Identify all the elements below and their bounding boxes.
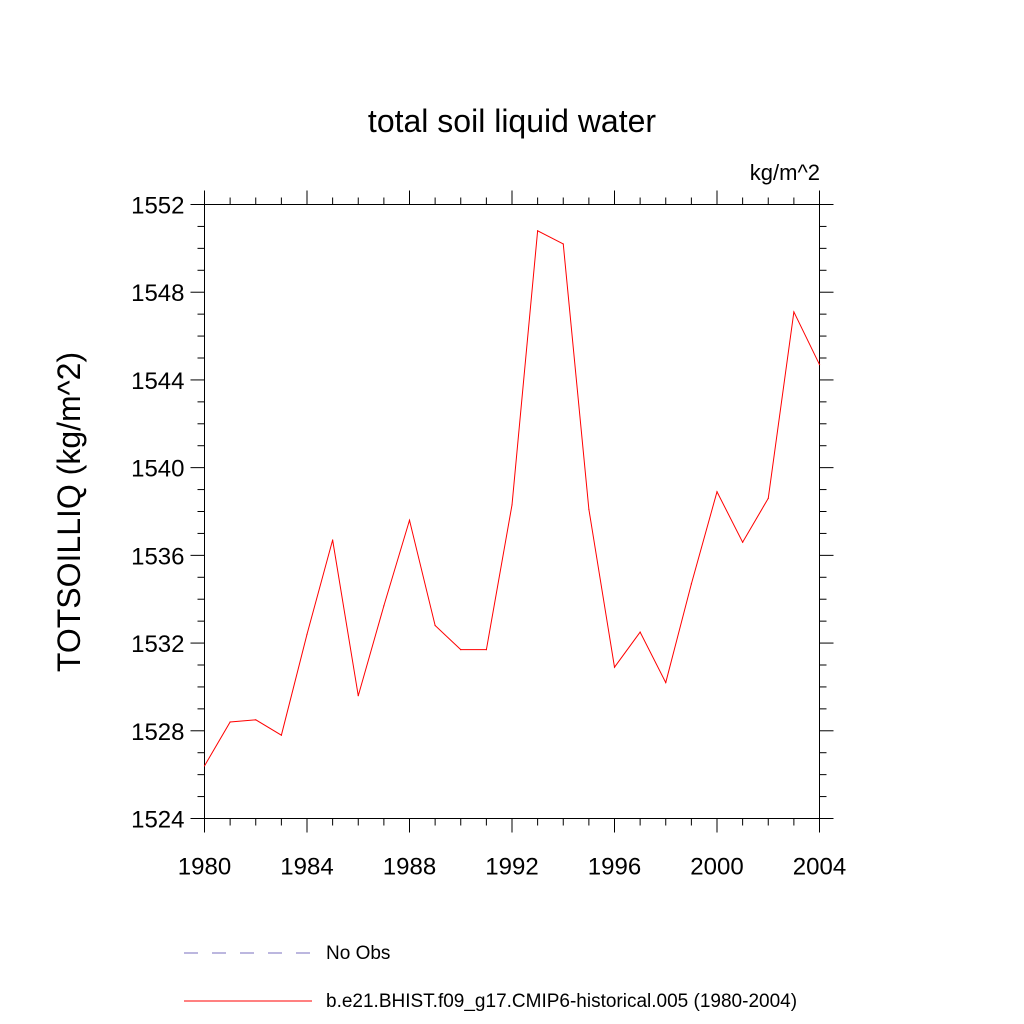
y-tick-label: 1528: [131, 719, 184, 746]
data-point: [588, 508, 590, 510]
units-label: kg/m^2: [750, 160, 820, 185]
x-tick-label: 1984: [280, 854, 333, 881]
axis-ticks: [190, 190, 834, 833]
y-tick-label: 1532: [131, 631, 184, 658]
y-tick-label: 1552: [131, 193, 184, 220]
x-tick-label: 2000: [690, 854, 743, 881]
data-point: [408, 519, 411, 521]
data-point: [460, 649, 462, 651]
data-point: [280, 734, 282, 736]
data-point: [793, 311, 795, 313]
data-point: [357, 695, 359, 697]
y-tick-label: 1524: [131, 807, 184, 834]
y-axis-label: TOTSOILLIQ (kg/m^2): [51, 352, 87, 672]
data-point: [690, 583, 692, 585]
data-point: [818, 363, 821, 366]
x-tick-label: 1988: [383, 854, 436, 881]
data-point: [485, 649, 487, 651]
legend: No Obs b.e21.BHIST.f09_g17.CMIP6-histori…: [184, 943, 797, 1012]
data-point: [434, 624, 436, 627]
data-point: [767, 497, 769, 499]
y-tick-label: 1536: [131, 543, 184, 570]
axis-tick-labels: 1980 1984 1988 1992 1996 2000 2004 1524 1528 1532…: [131, 193, 846, 881]
x-tick-label: 1996: [588, 854, 641, 881]
data-point: [613, 666, 616, 668]
data-point: [203, 765, 206, 767]
chart-title: total soil liquid water: [368, 103, 656, 139]
data-point: [665, 681, 667, 684]
legend-label-no-obs: No Obs: [326, 943, 390, 964]
y-tick-label: 1544: [131, 368, 184, 395]
x-tick-label: 1992: [485, 854, 538, 881]
data-point: [639, 631, 641, 633]
legend-label-model: b.e21.BHIST.f09_g17.CMIP6-historical.005…: [326, 991, 797, 1012]
x-tick-label: 1980: [178, 854, 231, 881]
data-point: [537, 230, 539, 232]
data-point: [511, 504, 513, 506]
y-tick-label: 1548: [131, 280, 184, 307]
data-point: [742, 541, 744, 543]
data-point: [562, 243, 564, 245]
x-tick-label: 2004: [793, 854, 846, 881]
series-line-0: [204, 230, 820, 767]
data-point: [332, 539, 334, 541]
data-point: [383, 605, 385, 607]
data-point: [255, 719, 257, 721]
series-group: [203, 230, 821, 767]
y-tick-label: 1540: [131, 456, 184, 483]
data-point: [716, 491, 718, 493]
data-point: [229, 721, 231, 723]
data-point: [306, 633, 308, 635]
